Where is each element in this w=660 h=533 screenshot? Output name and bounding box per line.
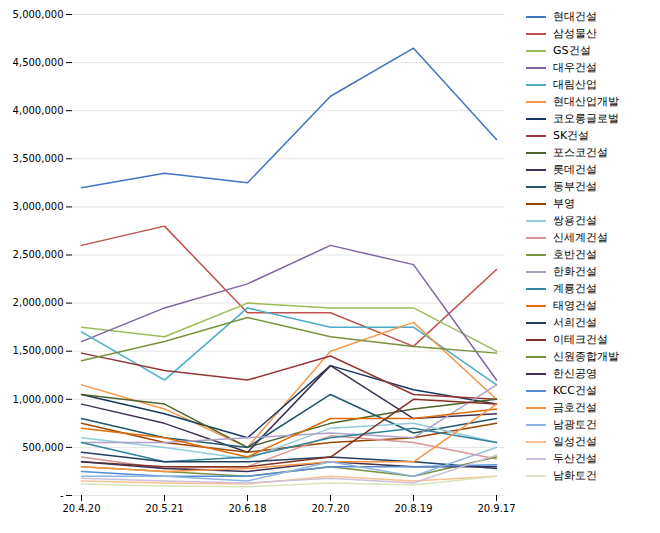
html-text:코오롱글로벌: 코오롱글로벌 bbox=[553, 112, 619, 125]
html-text:이테크건설: 이테크건설 bbox=[553, 333, 608, 346]
html-text:롯데건설: 롯데건설 bbox=[553, 163, 597, 176]
html-text:호반건설: 호반건설 bbox=[553, 248, 597, 261]
html-text:남화토건: 남화토건 bbox=[553, 469, 597, 482]
svg-text:3,000,000: 3,000,000 bbox=[13, 201, 64, 212]
svg-text:3,500,000: 3,500,000 bbox=[13, 153, 64, 164]
svg-text:20.8.19: 20.8.19 bbox=[394, 503, 432, 514]
html-text:계룡건설: 계룡건설 bbox=[553, 282, 597, 295]
html-text:SK건설: SK건설 bbox=[553, 129, 590, 142]
svg-text:5,000,000: 5,000,000 bbox=[13, 9, 64, 20]
html-text:대림산업: 대림산업 bbox=[553, 78, 597, 91]
html-text:일성건설: 일성건설 bbox=[553, 435, 597, 448]
svg-text:1,000,000: 1,000,000 bbox=[13, 394, 64, 405]
html-text:서희건설: 서희건설 bbox=[553, 316, 597, 329]
svg-text:500,000: 500,000 bbox=[22, 442, 63, 453]
svg-text:-: - bbox=[60, 490, 64, 501]
svg-text:1,500,000: 1,500,000 bbox=[13, 345, 64, 356]
svg-text:20.4.20: 20.4.20 bbox=[62, 503, 100, 514]
svg-text:4,000,000: 4,000,000 bbox=[13, 105, 64, 116]
html-text:한신공영: 한신공영 bbox=[553, 367, 597, 380]
svg-text:20.5.21: 20.5.21 bbox=[145, 503, 183, 514]
html-text:신원종합개발: 신원종합개발 bbox=[553, 350, 619, 363]
html-text:현대건설: 현대건설 bbox=[553, 10, 597, 23]
html-text:포스코건설: 포스코건설 bbox=[553, 146, 608, 159]
svg-text:20.9.17: 20.9.17 bbox=[477, 503, 515, 514]
html-text:대우건설: 대우건설 bbox=[553, 61, 597, 74]
html-text:KCC건설: KCC건설 bbox=[553, 384, 597, 397]
html-text:쌍용건설: 쌍용건설 bbox=[553, 214, 597, 227]
html-text:한화건설: 한화건설 bbox=[553, 265, 597, 278]
html-text:두산건설: 두산건설 bbox=[553, 452, 597, 465]
html-text:삼성물산: 삼성물산 bbox=[553, 27, 597, 40]
html-text:현대산업개발: 현대산업개발 bbox=[553, 95, 619, 108]
html-text:남광토건: 남광토건 bbox=[553, 418, 597, 431]
html-text:신세계건설: 신세계건설 bbox=[553, 231, 608, 244]
svg-text:20.7.20: 20.7.20 bbox=[311, 503, 349, 514]
html-text:동부건설: 동부건설 bbox=[553, 180, 597, 193]
html-text:부영: 부영 bbox=[553, 197, 575, 210]
html-text:태영건설: 태영건설 bbox=[553, 299, 597, 312]
html-text:금호건설: 금호건설 bbox=[553, 401, 597, 414]
svg-text:4,500,000: 4,500,000 bbox=[13, 57, 64, 68]
svg-text:2,500,000: 2,500,000 bbox=[13, 249, 64, 260]
svg-text:20.6.18: 20.6.18 bbox=[228, 503, 266, 514]
svg-text:2,000,000: 2,000,000 bbox=[13, 297, 64, 308]
html-text:GS건설: GS건설 bbox=[553, 44, 591, 57]
